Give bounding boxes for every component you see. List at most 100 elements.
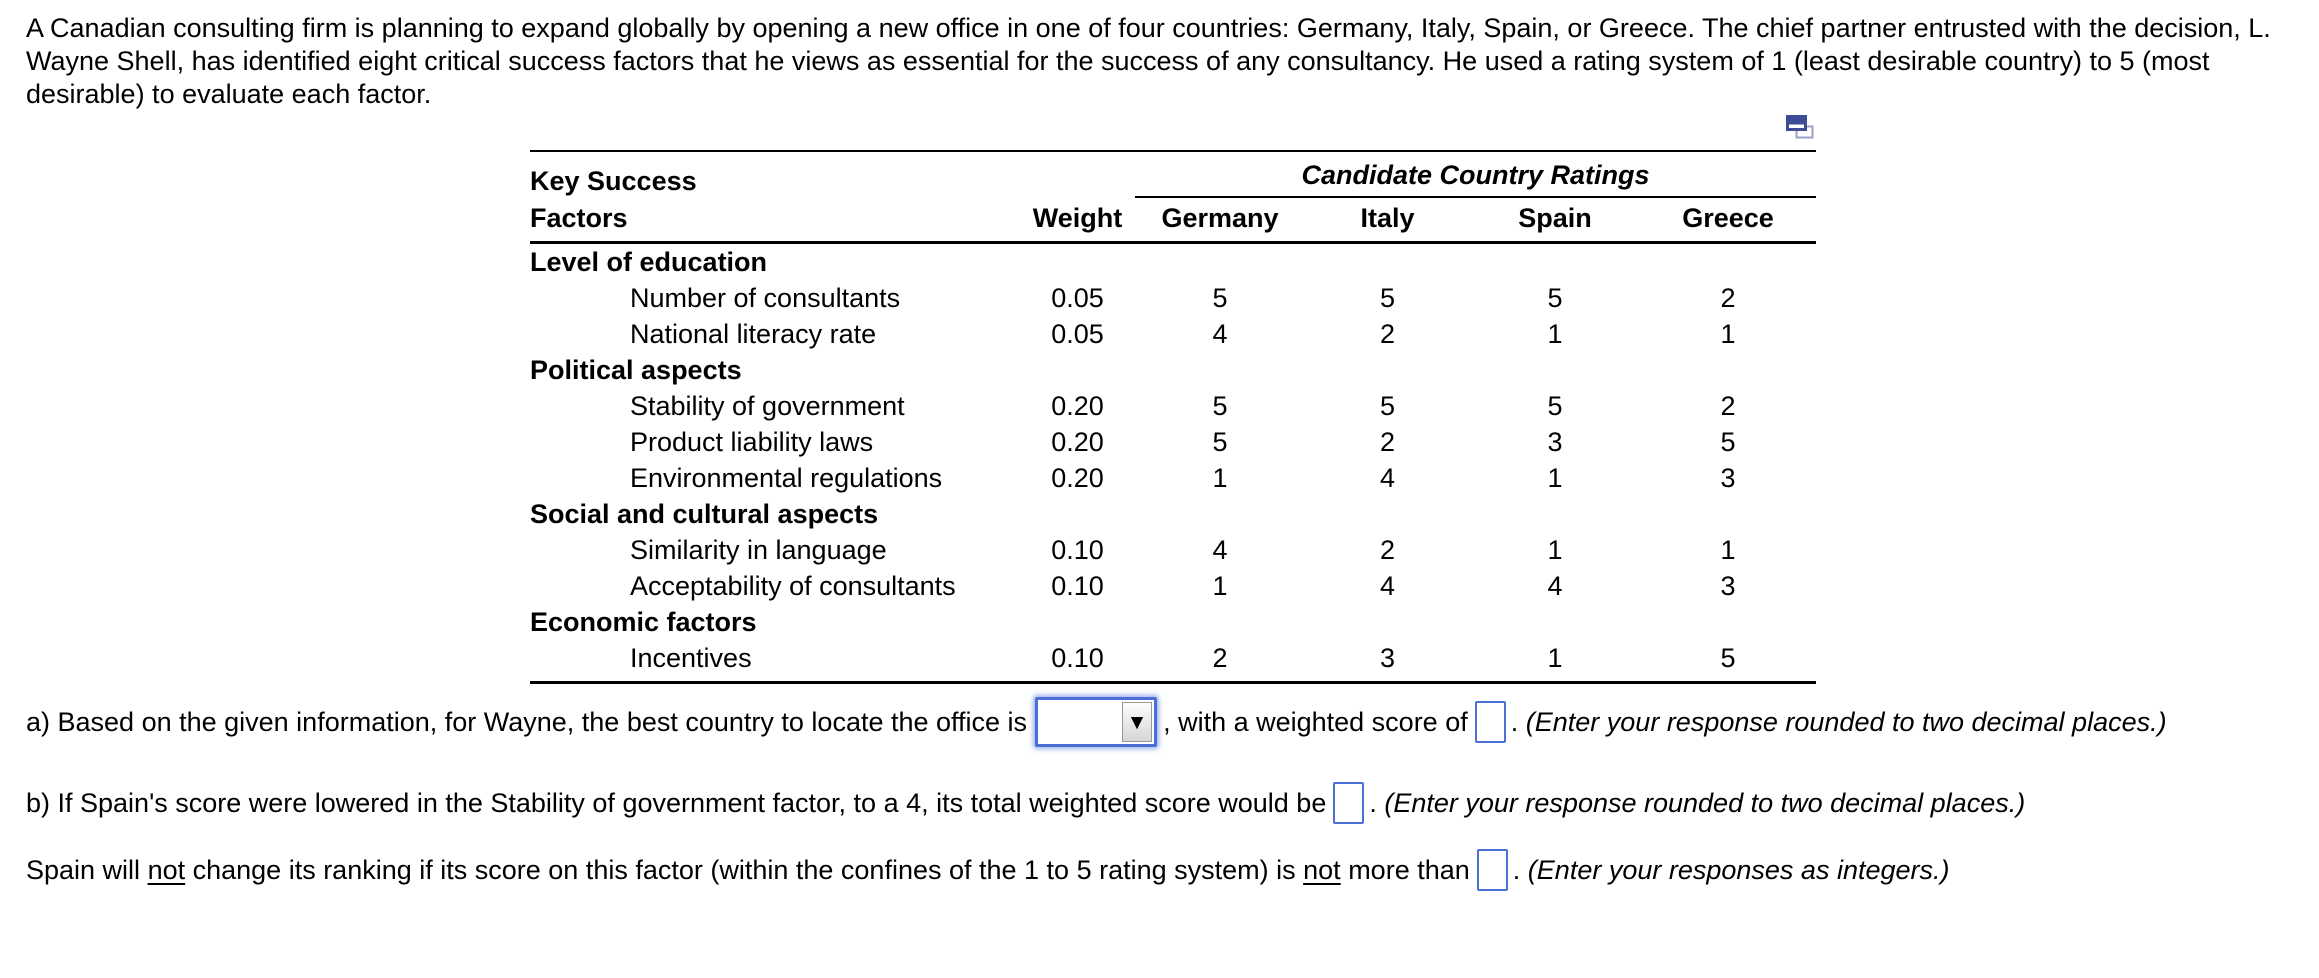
weight-value: 0.20 — [1051, 391, 1104, 421]
table-row: Political aspects — [530, 352, 1816, 388]
country-header-spain: Spain — [1470, 197, 1640, 244]
underlined-not: not — [147, 855, 186, 885]
rating-germany: 4 — [1212, 319, 1228, 349]
question-c: Spain will not change its ranking if its… — [26, 845, 1950, 895]
table-row: Environmental regulations 0.20 1 4 1 3 — [530, 460, 1816, 496]
factor-label: Stability of government — [630, 391, 905, 421]
weighted-score-input[interactable] — [1474, 701, 1506, 743]
question-a-text: a) Based on the given information, for W… — [26, 707, 1028, 738]
factor-label: Similarity in language — [630, 535, 887, 565]
problem-statement: A Canadian consulting firm is planning t… — [26, 13, 2271, 109]
table-row: Stability of government 0.20 5 5 5 2 — [530, 388, 1816, 424]
rating-greece: 3 — [1720, 571, 1736, 601]
rating-germany: 4 — [1212, 535, 1228, 565]
table-header-group-row: Key Success Candidate Country Ratings — [530, 151, 1817, 198]
rating-greece: 2 — [1720, 391, 1736, 421]
popup-table-icon[interactable] — [1784, 112, 1816, 146]
rating-spain: 1 — [1547, 319, 1563, 349]
factor-label: National literacy rate — [630, 319, 877, 349]
rating-spain: 3 — [1547, 427, 1563, 457]
weight-value: 0.10 — [1051, 535, 1104, 565]
factors-header: Factors — [530, 197, 1020, 244]
dropdown-arrow-icon[interactable]: ▼ — [1122, 702, 1153, 742]
rating-greece: 1 — [1720, 319, 1736, 349]
question-a-period: . — [1510, 707, 1519, 738]
factor-label: Environmental regulations — [630, 463, 943, 493]
factor-label: Number of consultants — [630, 283, 901, 313]
rating-spain: 1 — [1470, 640, 1640, 684]
country-header-greece: Greece — [1640, 197, 1817, 244]
rating-italy: 2 — [1379, 535, 1396, 565]
weight-value: 0.05 — [1051, 319, 1104, 349]
table-row: Product liability laws 0.20 5 2 3 5 — [530, 424, 1816, 460]
weight-header: Weight — [1020, 197, 1135, 244]
rating-greece: 2 — [1720, 283, 1736, 313]
rating-italy: 3 — [1305, 640, 1470, 684]
rating-germany: 1 — [1212, 571, 1228, 601]
rating-italy: 5 — [1379, 391, 1396, 421]
rating-italy: 5 — [1379, 283, 1396, 313]
factor-label: Acceptability of consultants — [630, 571, 956, 601]
question-a-text2: , with a weighted score of — [1163, 707, 1468, 738]
key-success-header: Key Success — [530, 166, 697, 196]
question-c-text2: change its ranking if its score on this … — [185, 855, 1304, 885]
table-row: Similarity in language 0.10 4 2 1 1 — [530, 532, 1816, 568]
rating-germany: 2 — [1135, 640, 1305, 684]
rating-spain: 5 — [1547, 283, 1563, 313]
factor-label: Product liability laws — [630, 427, 874, 457]
question-a: a) Based on the given information, for W… — [26, 697, 2167, 751]
weight-value: 0.05 — [1051, 283, 1104, 313]
table-row: Number of consultants 0.05 5 5 5 2 — [530, 280, 1816, 316]
table-row: Social and cultural aspects — [530, 496, 1816, 532]
category-label: Social and cultural aspects — [530, 499, 879, 529]
rating-italy: 2 — [1379, 427, 1396, 457]
table-row: Economic factors — [530, 604, 1816, 640]
category-label: Economic factors — [530, 607, 757, 637]
table-header-row: Factors Weight Germany Italy Spain Greec… — [530, 197, 1817, 244]
question-b-period: . — [1369, 788, 1377, 818]
question-c-period: . — [1512, 855, 1521, 885]
rating-greece: 5 — [1640, 640, 1817, 684]
rating-spain: 1 — [1547, 463, 1563, 493]
rating-germany: 1 — [1212, 463, 1228, 493]
category-label: Political aspects — [530, 355, 742, 385]
underlined-not: not — [1303, 855, 1341, 885]
question-b: b) If Spain's score were lowered in the … — [26, 778, 2025, 828]
rating-italy: 2 — [1379, 319, 1396, 349]
rating-spain: 4 — [1547, 571, 1563, 601]
weight-value: 0.20 — [1051, 463, 1104, 493]
question-a-note: (Enter your response rounded to two deci… — [1525, 707, 2167, 738]
rating-greece: 3 — [1720, 463, 1736, 493]
rating-germany: 5 — [1212, 283, 1228, 313]
rating-germany: 5 — [1212, 427, 1228, 457]
question-b-note: (Enter your response rounded to two deci… — [1384, 788, 2026, 818]
table-row: Acceptability of consultants 0.10 1 4 4 … — [530, 568, 1816, 604]
category-label: Level of education — [530, 247, 768, 277]
question-c-note: (Enter your responses as integers.) — [1527, 855, 1950, 885]
table-row: Level of education — [530, 243, 1816, 281]
spain-weighted-score-input[interactable] — [1333, 781, 1365, 824]
overlapping-windows-icon — [1786, 115, 1814, 139]
best-country-dropdown[interactable]: ▼ — [1035, 697, 1158, 747]
rating-spain: 1 — [1547, 535, 1563, 565]
rating-germany: 5 — [1212, 391, 1228, 421]
question-c-text3: more than — [1340, 855, 1470, 885]
ratings-table: Key Success Candidate Country Ratings Fa… — [530, 150, 1817, 684]
question-b-text: b) If Spain's score were lowered in the … — [26, 788, 1327, 818]
candidate-country-ratings-header: Candidate Country Ratings — [1135, 151, 1817, 198]
rating-italy: 4 — [1379, 571, 1396, 601]
table-row: Incentives 0.10 2 3 1 5 — [530, 640, 1817, 684]
weight-value: 0.10 — [1051, 571, 1104, 601]
country-header-germany: Germany — [1135, 197, 1305, 244]
factor-label: Incentives — [530, 640, 1020, 684]
max-score-input[interactable] — [1476, 848, 1508, 891]
rating-italy: 4 — [1379, 463, 1396, 493]
question-c-text1: Spain will — [26, 855, 148, 885]
weight-value: 0.20 — [1051, 427, 1104, 457]
table-row: National literacy rate 0.05 4 2 1 1 — [530, 316, 1816, 352]
weight-value: 0.10 — [1020, 640, 1135, 684]
rating-greece: 5 — [1720, 427, 1736, 457]
rating-greece: 1 — [1720, 535, 1736, 565]
country-header-italy: Italy — [1305, 197, 1470, 244]
rating-spain: 5 — [1547, 391, 1563, 421]
